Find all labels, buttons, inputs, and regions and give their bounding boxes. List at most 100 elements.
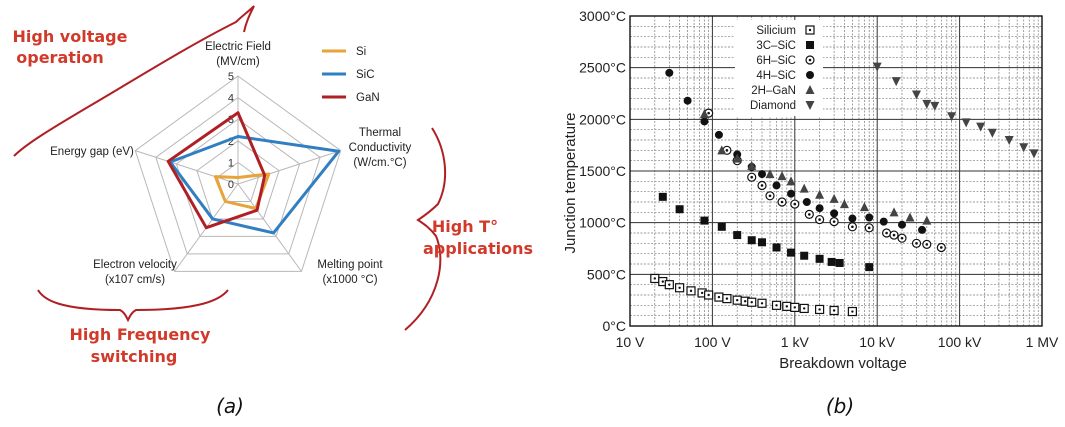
radar-tick-label: 0	[228, 179, 234, 191]
scatter-point	[802, 198, 811, 206]
scatter-point-dot	[793, 202, 797, 206]
scatter-point	[922, 239, 932, 249]
scatter-point	[947, 112, 957, 122]
scatter-points	[650, 62, 1039, 317]
scatter-point	[897, 233, 907, 243]
scatter-point	[815, 254, 824, 263]
radar-axis-label: Melting point	[317, 259, 383, 271]
radar-spoke	[237, 183, 302, 272]
scatter-plot-frame	[629, 15, 1043, 327]
scatter-legend-label: Silicium	[756, 25, 796, 37]
radar-legend-label: SiC	[356, 69, 375, 81]
radar-ring-5	[134, 75, 342, 272]
scatter-point-dot	[900, 236, 904, 240]
scatter-point	[799, 183, 809, 193]
scatter-point	[805, 55, 815, 65]
radar-axis-label: (x107 cm/s)	[105, 274, 165, 286]
radar-legend-label: GaN	[356, 92, 380, 104]
radar-axis-label: Thermal	[359, 127, 401, 139]
radar-spoke	[135, 150, 239, 185]
scatter-point	[815, 304, 825, 315]
scatter-point-dot	[832, 309, 836, 312]
scatter-point	[922, 99, 932, 109]
scatter-point	[717, 222, 726, 231]
scatter-point	[704, 290, 714, 300]
scatter-point	[879, 217, 888, 226]
scatter-point	[733, 231, 742, 240]
scatter-point	[747, 236, 756, 245]
scatter-point	[847, 306, 857, 317]
scatter-point-dot	[802, 307, 806, 310]
scatter-point	[829, 217, 839, 227]
scatter-point	[987, 128, 997, 138]
radar-tick-label: 1	[228, 157, 234, 169]
scatter-point-dot	[736, 298, 739, 302]
radar-grid: 0 1 2 3 4 5	[134, 71, 342, 272]
scatter-point-dot	[717, 295, 721, 299]
scatter-point	[827, 257, 836, 266]
scatter-x-tick-label: 1 MV	[1026, 334, 1059, 350]
scatter-point	[722, 294, 732, 304]
scatter-point	[787, 189, 796, 198]
scatter-x-tick-label: 1 kV	[781, 334, 810, 350]
scatter-point	[1004, 136, 1014, 145]
scatter-point	[805, 25, 815, 35]
scatter-point	[912, 90, 922, 100]
scatter-point	[757, 298, 767, 308]
scatter-point	[765, 169, 775, 179]
radar-axis-label: Electron velocity	[93, 259, 177, 271]
scatter-point	[747, 172, 757, 182]
scatter-point-dot	[768, 194, 772, 198]
scatter-point	[683, 96, 692, 105]
scatter-point-dot	[818, 218, 821, 221]
scatter-point-dot	[851, 225, 854, 229]
scatter-point-dot	[925, 243, 929, 246]
scatter-point	[800, 251, 809, 260]
annotation-high-freq-line2: switching	[91, 347, 178, 366]
scatter-point	[772, 181, 781, 190]
radar-axis-label: (W/cm.°C)	[353, 157, 406, 169]
scatter-point	[961, 118, 971, 128]
scatter-point	[865, 263, 874, 272]
scatter-point	[758, 170, 767, 179]
scatter-point	[700, 216, 709, 225]
scatter-point-dot	[725, 297, 729, 300]
scatter-point	[905, 212, 915, 222]
scatter-point	[1029, 149, 1039, 159]
scatter-point-dot	[808, 213, 811, 216]
radar-series-sic	[168, 134, 341, 235]
scatter-point	[881, 228, 892, 238]
scatter-point	[891, 77, 901, 87]
scatter-legend-label: Diamond	[750, 100, 796, 112]
scatter-point-dot	[940, 246, 943, 249]
scatter-point	[835, 258, 844, 267]
scatter-point	[717, 145, 727, 155]
scatter-legend-label: 6H–SiC	[756, 55, 796, 67]
scatter-point	[777, 197, 787, 207]
scatter-point-dot	[668, 283, 671, 286]
scatter-point	[799, 303, 809, 314]
scatter-point-dot	[793, 306, 796, 309]
scatter-point	[675, 205, 684, 214]
scatter-point	[805, 101, 815, 110]
scatter-point	[848, 214, 857, 223]
scatter-point	[922, 215, 932, 225]
radar-series-gan	[166, 111, 267, 230]
radar-tick-label: 4	[228, 93, 234, 105]
annotation-high-t-line1: High T°	[432, 217, 498, 236]
scatter-x-tick-label: 10 V	[616, 334, 645, 350]
bracket-high-voltage	[13, 5, 255, 157]
scatter-point	[790, 199, 800, 209]
scatter-point	[714, 130, 723, 139]
bracket-high-freq	[37, 289, 229, 323]
scatter-point-dot	[725, 149, 729, 152]
scatter-point	[815, 214, 825, 225]
scatter-point	[650, 273, 660, 284]
scatter-point-dot	[775, 304, 778, 307]
scatter-point	[675, 283, 685, 293]
scatter-point	[889, 207, 899, 217]
annotation-high-voltage-line1: High voltage	[13, 27, 128, 46]
radar-axis-label: Energy gap (eV)	[50, 146, 134, 158]
scatter-point	[918, 225, 927, 234]
